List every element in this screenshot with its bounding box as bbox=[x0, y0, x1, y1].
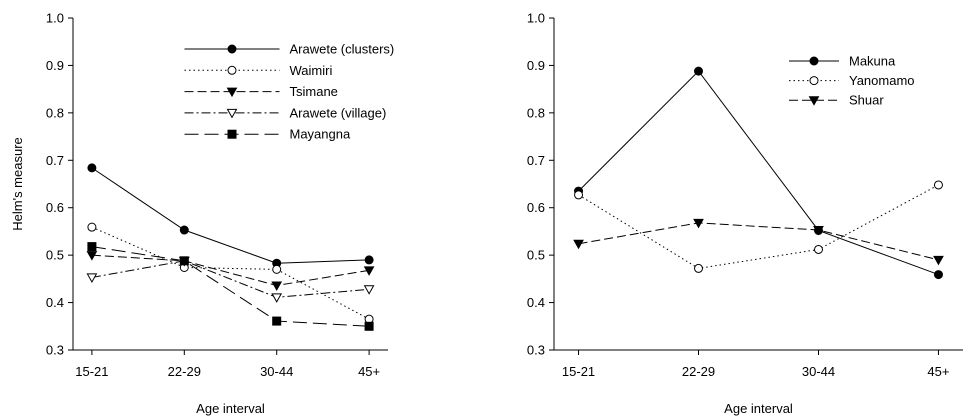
y-tick-label: 0.6 bbox=[46, 200, 64, 215]
y-tick-label: 0.4 bbox=[527, 295, 545, 310]
y-tick-label: 1.0 bbox=[527, 11, 545, 26]
data-point bbox=[272, 316, 282, 326]
series-line bbox=[91, 167, 370, 264]
data-point bbox=[933, 180, 943, 190]
legend-marker bbox=[227, 44, 237, 54]
chart-panel-1: 0.3 0.4 0.5 0.6 0.7 0.8 0.9 1.0 15-21 22-29 30-44 4… bbox=[10, 11, 394, 417]
x-tick-label: 22-29 bbox=[168, 364, 201, 379]
data-point bbox=[179, 225, 189, 235]
data-point bbox=[933, 270, 943, 280]
x-tick-label: 22-29 bbox=[682, 364, 715, 379]
x-tick-label: 45+ bbox=[927, 364, 949, 379]
y-tick-label: 0.3 bbox=[46, 343, 64, 358]
x-axis-label: Age interval bbox=[196, 401, 265, 416]
series-shuar: Shuar bbox=[573, 93, 944, 266]
data-point bbox=[363, 285, 375, 295]
y-axis-label: Helm's measure bbox=[10, 137, 25, 231]
data-point bbox=[179, 256, 189, 266]
data-point bbox=[272, 264, 282, 274]
data-point bbox=[364, 255, 374, 265]
chart-panel-2: 0.3 0.4 0.5 0.6 0.7 0.8 0.9 1.0 15-21 22-29 30-44 4… bbox=[527, 11, 963, 416]
data-point bbox=[694, 263, 704, 273]
x-tick-label: 30-44 bbox=[802, 364, 835, 379]
y-tick-label: 0.7 bbox=[527, 153, 545, 168]
data-point bbox=[363, 266, 375, 276]
data-point bbox=[86, 273, 98, 283]
series-line bbox=[578, 70, 939, 276]
legend-marker bbox=[809, 76, 819, 86]
series-yanomamo: Yanomamo bbox=[574, 73, 943, 273]
data-point bbox=[271, 293, 283, 303]
series-line bbox=[91, 246, 370, 327]
y-tick-label: 0.8 bbox=[46, 105, 64, 120]
legend-label: Arawete (clusters) bbox=[290, 42, 395, 57]
legend-label: Tsimane bbox=[290, 84, 338, 99]
legend-marker bbox=[226, 87, 238, 98]
series-mayangna: Mayangna bbox=[87, 127, 374, 331]
legend-label: Yanomamo bbox=[849, 73, 915, 88]
data-point bbox=[574, 190, 584, 200]
data-point bbox=[933, 255, 944, 266]
data-point bbox=[694, 66, 704, 76]
data-point bbox=[271, 281, 283, 292]
data-point bbox=[364, 321, 374, 331]
y-tick-label: 0.9 bbox=[46, 58, 64, 73]
legend-label: Makuna bbox=[849, 54, 896, 69]
y-tick-label: 0.6 bbox=[527, 200, 545, 215]
x-tick-label: 15-21 bbox=[75, 364, 108, 379]
y-tick-label: 0.7 bbox=[46, 153, 64, 168]
data-point bbox=[87, 222, 97, 232]
y-tick-label: 0.9 bbox=[527, 58, 545, 73]
legend-label: Waimiri bbox=[290, 63, 333, 78]
legend-label: Mayangna bbox=[290, 127, 351, 142]
x-axis-label: Age interval bbox=[724, 401, 793, 416]
data-point bbox=[813, 226, 824, 236]
series-line bbox=[578, 222, 939, 261]
x-tick-label: 30-44 bbox=[260, 364, 293, 379]
series-line bbox=[578, 184, 939, 269]
series-line bbox=[91, 260, 370, 298]
legend-label: Shuar bbox=[849, 93, 884, 108]
data-point bbox=[87, 242, 97, 252]
series-line bbox=[91, 226, 370, 320]
legend-marker bbox=[226, 108, 238, 119]
legend-marker bbox=[809, 56, 819, 66]
legend-marker bbox=[808, 96, 820, 106]
y-tick-label: 0.3 bbox=[527, 343, 545, 358]
y-tick-label: 0.5 bbox=[46, 248, 64, 263]
y-tick-label: 0.5 bbox=[527, 248, 545, 263]
legend-marker bbox=[227, 129, 237, 139]
data-point bbox=[813, 244, 823, 254]
data-point bbox=[87, 163, 97, 173]
y-tick-label: 0.4 bbox=[46, 295, 64, 310]
data-point bbox=[693, 218, 704, 229]
data-point bbox=[573, 239, 584, 250]
y-tick-label: 0.8 bbox=[527, 105, 545, 120]
x-tick-label: 45+ bbox=[358, 364, 380, 379]
y-tick-label: 1.0 bbox=[46, 11, 64, 26]
series-arawete-clusters: Arawete (clusters) bbox=[87, 42, 395, 268]
x-tick-label: 15-21 bbox=[562, 364, 595, 379]
legend-marker bbox=[227, 65, 237, 75]
data-point bbox=[86, 251, 98, 261]
series-waimiri: Waimiri bbox=[87, 63, 374, 324]
series-line bbox=[91, 254, 370, 287]
series-tsimane: Tsimane bbox=[86, 84, 375, 292]
legend-label: Arawete (village) bbox=[290, 105, 387, 120]
